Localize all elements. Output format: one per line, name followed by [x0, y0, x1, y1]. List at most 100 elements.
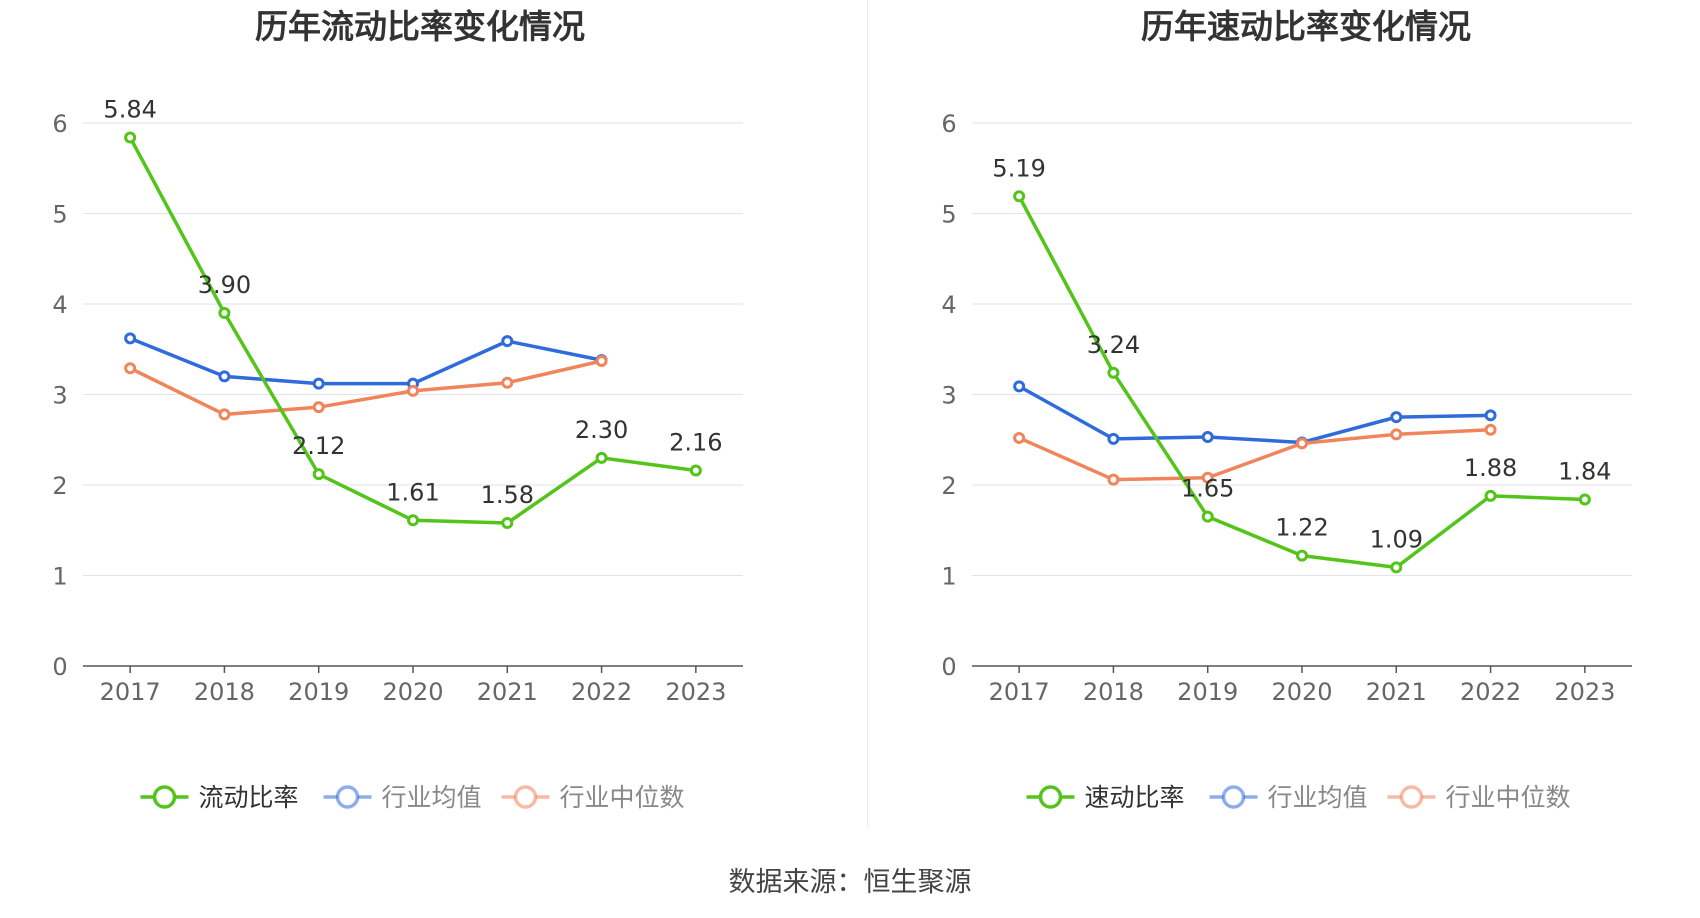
y-tick-label: 0: [941, 653, 956, 681]
x-tick-label: 2023: [665, 678, 726, 706]
y-tick-label: 3: [941, 382, 956, 410]
legend-marker: [513, 785, 538, 809]
y-tick-label: 4: [941, 291, 956, 319]
chart-title: 历年速动比率变化情况: [1141, 7, 1471, 46]
legend-marker: [335, 785, 360, 809]
series-line: [1018, 384, 1491, 445]
data-point: [407, 384, 419, 397]
data-label: 1.65: [1181, 475, 1234, 503]
data-point: [1201, 471, 1214, 484]
chart-title: 历年流动比率变化情况: [255, 7, 585, 46]
data-point: [1390, 428, 1403, 441]
x-tick-label: 2022: [571, 678, 632, 706]
data-point: [218, 408, 231, 421]
x-tick-label: 2018: [1083, 678, 1144, 706]
x-tick-label: 2017: [989, 678, 1050, 706]
x-tick-label: 2022: [1460, 678, 1521, 706]
y-tick-label: 5: [52, 201, 67, 229]
data-point: [124, 362, 137, 375]
legend-item: 行业中位数: [501, 783, 685, 812]
x-tick-label: 2020: [1271, 678, 1332, 706]
y-tick-label: 0: [52, 653, 67, 681]
legend-item: 速动比率: [1026, 783, 1185, 812]
data-point: [312, 401, 325, 414]
data-label: 2.12: [292, 432, 345, 460]
series-line: [129, 336, 602, 386]
data-point: [1484, 423, 1497, 436]
y-tick-label: 6: [941, 110, 956, 138]
legend-item: 行业均值: [1209, 783, 1368, 812]
data-point: [124, 332, 137, 345]
y-tick-label: 6: [52, 110, 67, 138]
data-label: 3.24: [1087, 331, 1140, 359]
data-point: [501, 335, 514, 348]
legend-marker: [1038, 785, 1063, 809]
data-label: 2.16: [669, 429, 722, 457]
data-point: [1296, 549, 1308, 562]
data-label: 1.58: [481, 481, 534, 509]
data-point: [1107, 366, 1120, 379]
data-point: [312, 377, 325, 390]
data-label: 3.90: [198, 271, 251, 299]
data-source-footer: 数据来源：恒生聚源: [728, 867, 972, 898]
data-label: 2.30: [575, 416, 628, 444]
x-tick-label: 2021: [477, 678, 538, 706]
data-point: [1390, 561, 1403, 574]
legend-label: 流动比率: [199, 783, 299, 812]
x-tick-label: 2019: [288, 678, 349, 706]
legend-marker: [1399, 785, 1424, 809]
y-tick-label: 4: [52, 291, 67, 319]
x-tick-label: 2019: [1177, 678, 1238, 706]
current-ratio-chart: 历年流动比率变化情况 0 1 2 3 4 5 6 2017 2018 2019 2020 2021 202…: [52, 7, 743, 812]
y-tick-label: 2: [941, 472, 956, 500]
legend-label: 行业中位数: [1446, 783, 1571, 812]
legend-label: 行业中位数: [560, 783, 685, 812]
data-label: 1.88: [1464, 454, 1517, 482]
x-tick-label: 2017: [100, 678, 161, 706]
data-point: [1201, 431, 1214, 444]
legend-label: 行业均值: [1268, 783, 1368, 812]
data-point: [312, 468, 325, 481]
legend-marker: [1221, 785, 1246, 809]
series-line: [128, 136, 697, 525]
data-point: [595, 451, 608, 464]
data-point: [124, 131, 137, 144]
chart-divider: [867, 0, 868, 827]
legend-label: 速动比率: [1085, 783, 1185, 812]
data-label: 1.61: [386, 478, 439, 506]
data-label: 1.22: [1275, 514, 1328, 542]
x-tick-label: 2018: [194, 678, 255, 706]
legend-item: 行业中位数: [1387, 783, 1571, 812]
legend-item: 流动比率: [140, 783, 299, 812]
data-point: [1013, 380, 1026, 393]
series-line: [129, 359, 602, 417]
data-label: 5.84: [103, 95, 156, 123]
data-point: [1013, 431, 1026, 444]
legend-label: 行业均值: [382, 783, 482, 812]
data-point: [1107, 432, 1120, 445]
legend-item: 行业均值: [323, 783, 482, 812]
data-point: [1013, 190, 1026, 203]
data-point: [689, 464, 702, 477]
data-point: [1578, 493, 1591, 506]
data-point: [501, 517, 514, 530]
data-point: [1107, 473, 1120, 486]
data-point: [407, 514, 419, 527]
x-tick-label: 2021: [1366, 678, 1427, 706]
quick-ratio-chart: 历年速动比率变化情况 0 1 2 3 4 5 6 2017 2018 2019 2020 2021 202…: [941, 7, 1632, 812]
x-tick-label: 2020: [382, 678, 443, 706]
y-tick-label: 3: [52, 382, 67, 410]
data-point: [595, 355, 608, 368]
data-label: 1.84: [1558, 457, 1611, 485]
legend-marker: [152, 785, 177, 809]
data-point: [1296, 437, 1308, 450]
y-tick-label: 1: [52, 563, 67, 591]
data-point: [1484, 409, 1497, 422]
data-point: [218, 370, 231, 383]
y-tick-label: 1: [941, 563, 956, 591]
series-line: [1017, 195, 1585, 570]
data-point: [1484, 489, 1497, 502]
data-point: [218, 307, 231, 320]
series-line: [1018, 428, 1491, 482]
